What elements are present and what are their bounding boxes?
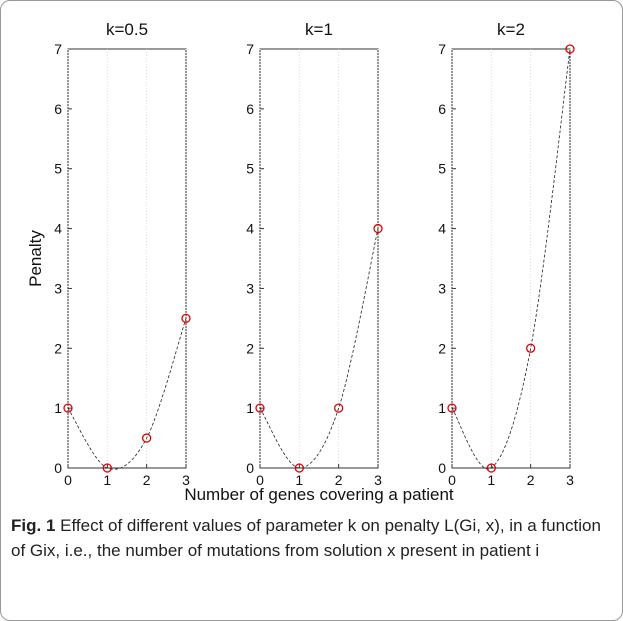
- plot-area: [259, 48, 379, 469]
- y-tick-label: 0: [54, 460, 62, 476]
- point: [102, 463, 112, 473]
- y-tick-label: 1: [438, 400, 446, 416]
- point: [373, 223, 383, 234]
- y-tick-label: 0: [438, 460, 446, 476]
- y-tick-label: 4: [54, 221, 62, 237]
- y-tick-label: 1: [246, 400, 254, 416]
- y-tick-label: 3: [54, 280, 62, 296]
- x-tick-label: 3: [182, 472, 190, 488]
- x-tick-label: 1: [103, 472, 111, 488]
- plot-area: [67, 48, 187, 469]
- y-tick-label: 4: [438, 221, 446, 237]
- curve: [67, 318, 187, 470]
- point: [255, 403, 265, 413]
- curve: [451, 48, 571, 470]
- y-tick-label: 2: [246, 340, 254, 356]
- y-tick-label: 4: [246, 221, 254, 237]
- x-tick-label: 2: [335, 472, 343, 488]
- x-tick-label: 0: [256, 472, 264, 488]
- y-tick-label: 5: [246, 161, 254, 177]
- curve: [259, 228, 379, 469]
- point: [486, 463, 496, 473]
- x-axis-label: Number of genes covering a patient: [184, 485, 454, 504]
- y-tick-label: 5: [438, 161, 446, 177]
- point: [565, 44, 575, 54]
- y-tick-label: 6: [438, 101, 446, 117]
- x-tick-label: 1: [487, 472, 495, 488]
- y-tick-label: 2: [54, 340, 62, 356]
- point: [63, 403, 73, 413]
- y-tick-label: 5: [54, 161, 62, 177]
- x-tick-label: 2: [527, 472, 535, 488]
- caption-text: Effect of different values of parameter …: [11, 516, 601, 560]
- x-tick-label: 0: [448, 472, 456, 488]
- y-axis-label: Penalty: [26, 230, 45, 287]
- point: [334, 403, 344, 413]
- y-tick-label: 6: [246, 101, 254, 117]
- caption: Fig. 1 Effect of different values of par…: [11, 513, 611, 563]
- x-tick-label: 3: [566, 472, 574, 488]
- panel-title: k=2: [497, 20, 525, 39]
- point: [181, 313, 191, 324]
- caption-label: Fig. 1: [11, 516, 56, 535]
- y-tick-label: 7: [246, 41, 254, 57]
- x-tick-label: 3: [374, 472, 382, 488]
- y-tick-label: 3: [438, 280, 446, 296]
- y-tick-label: 2: [438, 340, 446, 356]
- x-tick-label: 2: [143, 472, 151, 488]
- panel-title: k=1: [305, 20, 333, 39]
- point: [447, 403, 457, 413]
- y-tick-label: 6: [54, 101, 62, 117]
- x-tick-label: 0: [64, 472, 72, 488]
- y-tick-label: 3: [246, 280, 254, 296]
- y-tick-label: 7: [438, 41, 446, 57]
- chart: k=0.5 Penalty 0 1 2 3 4 5 6 7 0 1 2 3 k=1 Number of gen…: [26, 20, 575, 504]
- point: [294, 463, 304, 473]
- point: [142, 433, 152, 443]
- point: [526, 343, 536, 353]
- panel-title: k=0.5: [106, 20, 148, 39]
- y-tick-label: 1: [54, 400, 62, 416]
- y-tick-label: 0: [246, 460, 254, 476]
- x-tick-label: 1: [295, 472, 303, 488]
- plot-area: [451, 48, 571, 469]
- y-tick-label: 7: [54, 41, 62, 57]
